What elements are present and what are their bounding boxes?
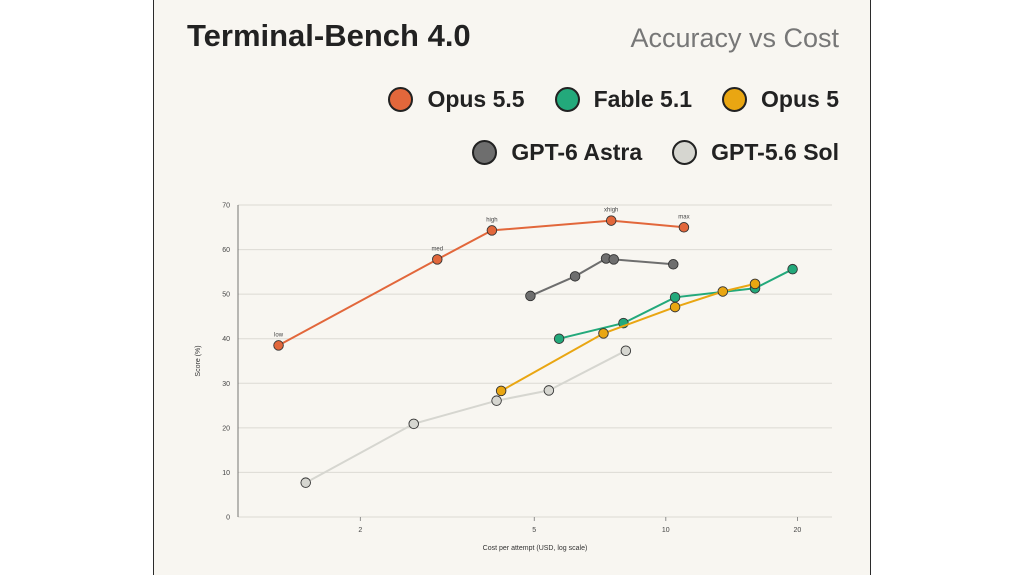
legend-label: Opus 5: [761, 86, 839, 112]
x-axis-label: Cost per attempt (USD, log scale): [483, 545, 588, 552]
data-point: [300, 477, 311, 488]
data-point: [717, 286, 729, 297]
point-label: med: [431, 246, 443, 252]
legend-item-opus-5: Opus 5: [722, 86, 839, 113]
data-point: [608, 254, 619, 265]
legend-item-gpt-6-astra: GPT-6 Astra: [472, 139, 642, 166]
y-axis-label: Score (%): [195, 345, 202, 376]
y-axis: 0 10 20 30 40 50 60 70: [222, 203, 230, 522]
data-point: [669, 301, 681, 313]
y-tick-label: 60: [222, 247, 230, 254]
series-line: [529, 257, 674, 297]
data-point: [620, 345, 632, 356]
data-point: [491, 395, 502, 406]
y-tick-label: 0: [226, 515, 230, 522]
series-gpt-6-astra: [525, 253, 679, 302]
chart-card: Terminal-Bench 4.0 Accuracy vs Cost Opus…: [153, 0, 871, 575]
x-tick-label: 20: [793, 527, 801, 534]
data-point: [543, 385, 555, 396]
data-point: [669, 292, 681, 303]
series-opus-5: [495, 278, 761, 397]
x-axis: 2 5 10 20: [358, 517, 801, 534]
legend-swatch-icon: [722, 87, 748, 112]
series-line: [305, 349, 627, 484]
y-tick-label: 10: [222, 470, 230, 477]
point-label: low: [274, 332, 284, 338]
data-point: [486, 225, 498, 236]
y-tick-label: 70: [222, 203, 230, 210]
x-tick-label: 5: [532, 527, 536, 534]
data-point: [598, 328, 609, 339]
point-label: xhigh: [604, 208, 618, 214]
data-point: [408, 418, 419, 430]
chart-title: Terminal-Bench 4.0: [187, 18, 471, 53]
legend-swatch-icon: [672, 140, 698, 165]
legend-item-opus-5-5: Opus 5.5: [388, 86, 525, 113]
legend-row: Opus 5.5 Fable 5.1 Opus 5: [388, 86, 839, 113]
legend-label: Fable 5.1: [593, 86, 693, 112]
data-point: [569, 271, 581, 282]
legend-label: Opus 5.5: [427, 86, 525, 112]
legend-swatch-icon: [472, 140, 498, 165]
data-point: [605, 215, 617, 226]
x-tick-label: 2: [358, 527, 362, 534]
legend-swatch-icon: [388, 87, 414, 112]
point-label: max: [678, 214, 689, 220]
y-tick-label: 40: [222, 336, 230, 343]
data-point: [749, 278, 761, 290]
y-tick-label: 50: [222, 292, 230, 299]
data-point: [525, 290, 536, 302]
legend-row: GPT-6 Astra GPT-5.6 Sol: [472, 139, 839, 166]
series-layer: low med high xhigh max: [273, 208, 798, 488]
legend-label: GPT-6 Astra: [511, 139, 643, 165]
legend-item-gpt-5-6-sol: GPT-5.6 Sol: [672, 139, 839, 166]
data-point: [668, 259, 679, 270]
point-label: high: [486, 217, 497, 223]
series-gpt-5-6-sol: [300, 345, 632, 488]
data-point: [273, 340, 284, 351]
y-tick-label: 20: [222, 425, 230, 432]
plot-area: 0 10 20 30 40 50 60 70 2 5 10 20 low med high xhigh ma…: [195, 203, 832, 552]
data-point: [553, 333, 565, 344]
chart-subtitle: Accuracy vs Cost: [630, 23, 839, 53]
grid: [238, 204, 832, 518]
data-point: [787, 263, 798, 275]
data-point: [432, 254, 443, 265]
legend-label: GPT-5.6 Sol: [711, 139, 839, 165]
series-line: [500, 282, 756, 392]
legend-swatch-icon: [554, 87, 580, 112]
y-tick-label: 30: [222, 381, 230, 388]
legend-item-fable-5-1: Fable 5.1: [554, 86, 693, 113]
series-opus-5-5: low med high xhigh max: [273, 208, 690, 351]
data-point: [495, 385, 507, 397]
x-tick-label: 10: [662, 527, 670, 534]
data-point: [678, 222, 690, 233]
